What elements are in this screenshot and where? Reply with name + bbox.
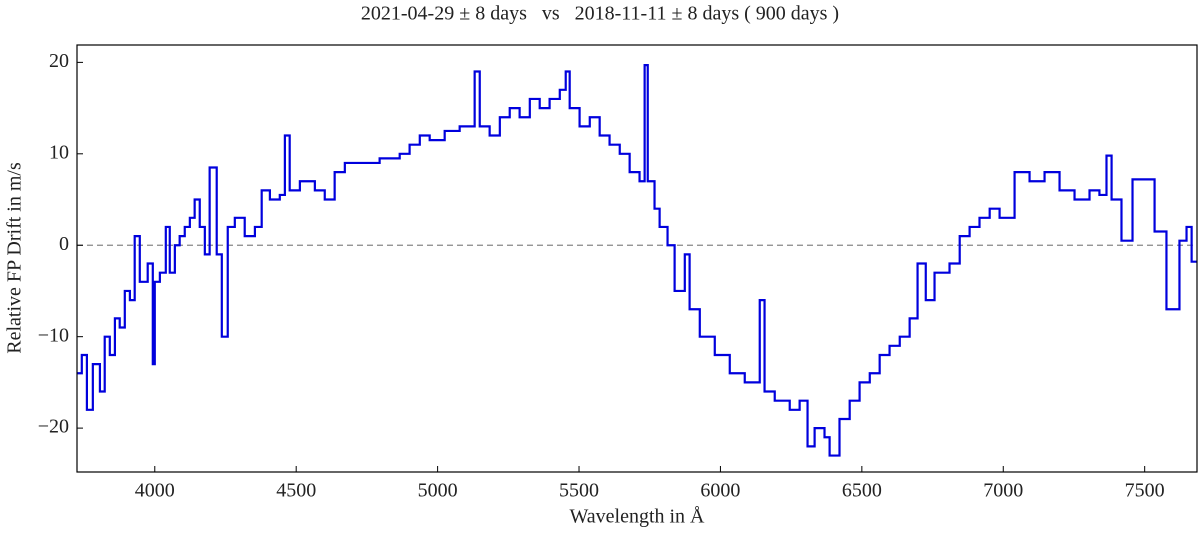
y-tick-label: 20	[49, 50, 69, 72]
x-axis-label: Wavelength in Å	[569, 506, 705, 528]
y-axis-label: Relative FP Drift in m/s	[4, 162, 26, 354]
x-tick-label: 4500	[276, 480, 316, 502]
y-tick-label: −20	[38, 416, 69, 438]
drift-line	[77, 64, 1197, 457]
y-tick-label: −10	[38, 324, 69, 346]
x-tick-label: 4000	[135, 480, 175, 502]
y-tick-label: 0	[59, 233, 69, 255]
x-tick-label: 7500	[1125, 480, 1165, 502]
plot-frame	[76, 44, 1198, 473]
y-tick-label: 10	[49, 141, 69, 163]
x-tick-label: 5500	[559, 480, 599, 502]
x-tick-label: 6000	[700, 480, 740, 502]
chart-title: 2021-04-29 ± 8 days vs 2018-11-11 ± 8 da…	[361, 3, 839, 25]
x-tick-label: 6500	[842, 480, 882, 502]
x-tick-label: 7000	[983, 480, 1023, 502]
x-tick-label: 5000	[418, 480, 458, 502]
